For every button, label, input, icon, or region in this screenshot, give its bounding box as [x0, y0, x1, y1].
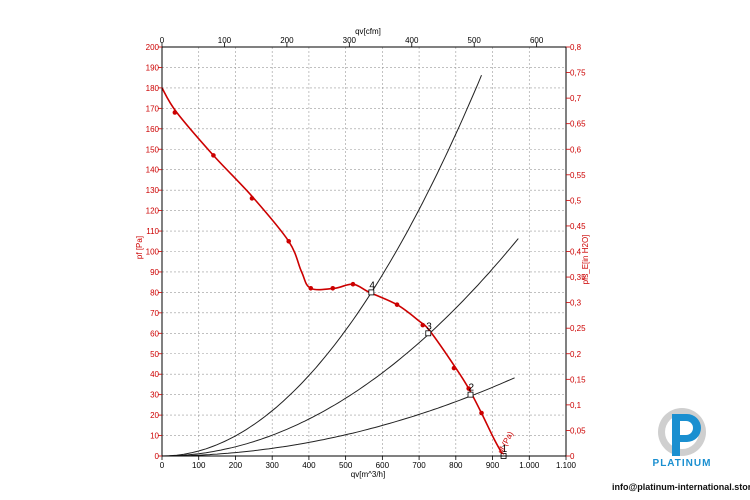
bottom-axis-title: qv[m^3/h] — [351, 470, 385, 479]
tick-label-right: 0,25 — [570, 324, 586, 333]
right-axis-title: pfs_E[in H2O] — [581, 235, 590, 285]
tick-label-left: 90 — [150, 268, 159, 277]
tick-label-left: 180 — [146, 84, 160, 93]
operating-point-label: 4 — [369, 280, 375, 291]
tick-label-left: 200 — [146, 43, 160, 52]
pressure-marker — [308, 286, 314, 291]
tick-label-right: 0,35 — [570, 273, 586, 282]
tick-label-left: 130 — [146, 186, 160, 195]
pressure-marker — [451, 365, 457, 371]
platinum-logo: PLATINUM — [632, 404, 732, 474]
tick-label-bottom: 600 — [376, 461, 390, 470]
operating-point-label: 2 — [469, 383, 475, 394]
left-axis-title: pf [Pa] — [135, 236, 144, 259]
tick-label-right: 0,1 — [570, 401, 582, 410]
system-curves — [161, 75, 519, 457]
tick-label-left: 120 — [146, 207, 160, 216]
system-curve — [161, 75, 482, 457]
tick-label-left: 40 — [150, 370, 159, 379]
tick-label-right: 0,05 — [570, 426, 586, 435]
pressure-curve-group — [161, 87, 505, 457]
tick-label-bottom: 200 — [229, 461, 243, 470]
tick-label-left: 80 — [150, 288, 159, 297]
tick-label-bottom: 800 — [449, 461, 463, 470]
tick-label-left: 110 — [146, 227, 159, 236]
logo-name: PLATINUM — [652, 458, 712, 469]
tick-label-bottom: 700 — [412, 461, 426, 470]
tick-label-right: 0,55 — [570, 171, 586, 180]
tick-label-left: 30 — [150, 391, 159, 400]
pressure-marker — [249, 196, 255, 201]
platinum-logo-mark — [658, 408, 706, 456]
tick-label-right: 0,45 — [570, 222, 586, 231]
operating-point-marker — [368, 289, 375, 296]
curve-annotation: pf (Pa) — [496, 430, 515, 456]
pressure-marker — [350, 281, 356, 287]
tick-label-right: 0,3 — [570, 299, 582, 308]
tick-label-top: 0 — [160, 36, 165, 45]
tick-label-left: 190 — [146, 63, 160, 72]
tick-label-top: 300 — [343, 36, 357, 45]
top-axis-title: qv[cfm] — [355, 27, 381, 36]
pressure-marker — [420, 322, 426, 328]
tick-label-left: 170 — [146, 104, 160, 113]
tick-label-right: 0,6 — [570, 145, 582, 154]
tick-label-left: 60 — [150, 329, 159, 338]
tick-label-right: 0,2 — [570, 350, 582, 359]
tick-label-left: 140 — [146, 166, 160, 175]
tick-label-right: 0,15 — [570, 375, 586, 384]
pressure-marker — [466, 386, 471, 391]
pressure-curve — [161, 87, 505, 457]
pressure-marker — [286, 238, 292, 244]
system-curve — [162, 238, 519, 457]
tick-label-left: 0 — [155, 452, 160, 461]
pressure-marker — [172, 110, 178, 115]
tick-label-right: 0 — [570, 452, 575, 461]
tick-label-bottom: 1.100 — [556, 461, 577, 470]
grid-lines — [162, 47, 566, 456]
operating-point-label: 1 — [502, 444, 508, 455]
tick-label-bottom: 400 — [302, 461, 316, 470]
tick-label-top: 500 — [468, 36, 482, 45]
operating-points: 1 2 3 4 — [368, 280, 508, 459]
tick-label-right: 0,65 — [570, 120, 586, 129]
tick-label-bottom: 500 — [339, 461, 353, 470]
pressure-marker — [479, 410, 484, 416]
system-curve — [162, 377, 515, 457]
tick-label-left: 10 — [150, 432, 159, 441]
operating-point-marker — [425, 330, 432, 337]
tick-label-left: 100 — [146, 248, 160, 257]
tick-label-top: 400 — [405, 36, 419, 45]
tick-label-left: 150 — [146, 145, 160, 154]
tick-label-left: 50 — [150, 350, 159, 359]
tick-label-right: 0,4 — [570, 248, 582, 257]
tick-label-top: 600 — [530, 36, 544, 45]
tick-label-bottom: 0 — [160, 461, 165, 470]
tick-label-right: 0,5 — [570, 196, 582, 205]
operating-point-label: 3 — [426, 321, 432, 332]
tick-label-top: 200 — [280, 36, 294, 45]
tick-label-bottom: 900 — [486, 461, 500, 470]
tick-label-left: 160 — [146, 125, 160, 134]
tick-label-right: 0,8 — [570, 43, 582, 52]
tick-label-left: 20 — [150, 411, 159, 420]
tick-label-left: 70 — [150, 309, 159, 318]
contact-email: info@platinum-international.store — [612, 482, 750, 492]
pressure-marker — [211, 153, 216, 158]
tick-label-bottom: 300 — [266, 461, 280, 470]
tick-label-right: 0,75 — [570, 69, 586, 78]
tick-label-right: 0,7 — [570, 94, 582, 103]
tick-label-top: 100 — [218, 36, 232, 45]
operating-point-marker — [467, 391, 474, 398]
pressure-marker — [394, 302, 400, 307]
pressure-marker — [330, 286, 336, 291]
tick-label-bottom: 100 — [192, 461, 206, 470]
tick-label-bottom: 1.000 — [519, 461, 540, 470]
